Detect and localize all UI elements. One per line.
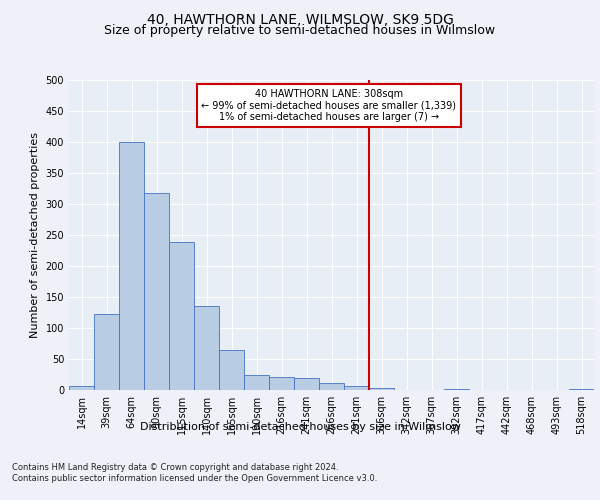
Bar <box>369 388 394 390</box>
Text: 40, HAWTHORN LANE, WILMSLOW, SK9 5DG: 40, HAWTHORN LANE, WILMSLOW, SK9 5DG <box>146 12 454 26</box>
Bar <box>294 378 319 390</box>
Text: Size of property relative to semi-detached houses in Wilmslow: Size of property relative to semi-detach… <box>104 24 496 37</box>
Bar <box>319 382 344 390</box>
Bar <box>569 389 594 390</box>
Text: Contains HM Land Registry data © Crown copyright and database right 2024.: Contains HM Land Registry data © Crown c… <box>12 462 338 471</box>
Text: Distribution of semi-detached houses by size in Wilmslow: Distribution of semi-detached houses by … <box>140 422 460 432</box>
Bar <box>244 374 269 390</box>
Bar <box>444 389 469 390</box>
Bar <box>344 386 369 390</box>
Bar <box>69 386 94 390</box>
Bar <box>144 193 169 390</box>
Text: Contains public sector information licensed under the Open Government Licence v3: Contains public sector information licen… <box>12 474 377 483</box>
Bar <box>169 242 194 390</box>
Bar <box>119 142 144 390</box>
Bar <box>194 306 219 390</box>
Bar <box>94 314 119 390</box>
Y-axis label: Number of semi-detached properties: Number of semi-detached properties <box>30 132 40 338</box>
Text: 40 HAWTHORN LANE: 308sqm
← 99% of semi-detached houses are smaller (1,339)
1% of: 40 HAWTHORN LANE: 308sqm ← 99% of semi-d… <box>202 90 457 122</box>
Bar <box>219 350 244 390</box>
Bar <box>269 377 294 390</box>
